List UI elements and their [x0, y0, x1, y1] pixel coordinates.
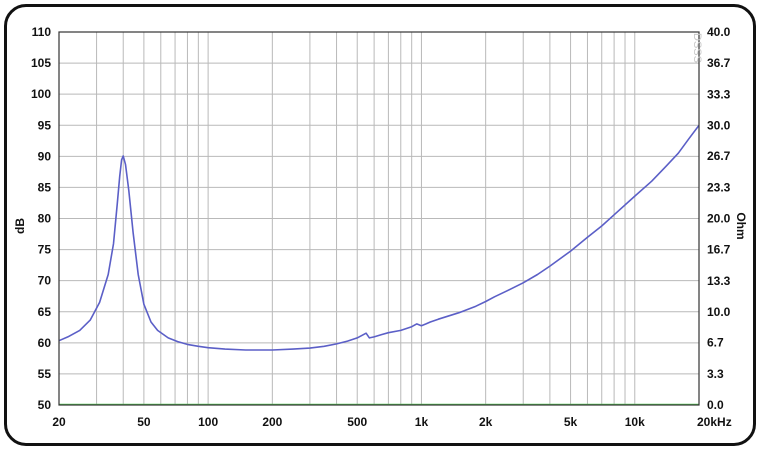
x-tick-label: 1k: [415, 415, 429, 429]
x-tick-label: 10k: [625, 415, 645, 429]
y-left-tick-label: 100: [31, 87, 51, 101]
y-right-tick-label: 16.7: [707, 242, 731, 256]
y-right-tick-label: 30.0: [707, 118, 731, 132]
y-left-tick-label: 85: [38, 180, 52, 194]
grid: [58, 31, 700, 406]
y-right-tick-label: 6.7: [707, 336, 724, 350]
y-left-tick-label: 80: [38, 212, 52, 226]
x-tick-label: 20: [52, 415, 66, 429]
watermark: DSSS: [691, 33, 703, 63]
y-left-tick-label: 55: [38, 367, 52, 381]
y-right-tick-label: 3.3: [707, 367, 724, 381]
y-right-axis-label: Ohm: [734, 212, 748, 239]
x-tick-label: 5k: [564, 415, 578, 429]
y-left-tick-label: 75: [38, 243, 52, 257]
y-right-tick-label: 10.0: [707, 305, 731, 319]
y-left-tick-label: 110: [32, 25, 52, 39]
y-right-tick-label: 20.0: [707, 212, 731, 226]
y-left-tick-label: 70: [38, 274, 52, 288]
x-tick-label: 20kHz: [697, 415, 732, 429]
y-left-tick-label: 95: [38, 118, 52, 132]
y-left-tick-label: 50: [38, 398, 52, 412]
y-left-tick-label: 60: [38, 336, 52, 350]
x-tick-label: 100: [198, 415, 218, 429]
y-right-tick-label: 36.7: [707, 56, 731, 70]
x-tick-label: 50: [137, 415, 151, 429]
y-right-tick-label: 23.3: [707, 181, 731, 195]
x-tick-label: 500: [347, 415, 367, 429]
x-tick-labels: 20 50 100 200 500 1k 2k 5k 10k 20kHz: [52, 415, 731, 429]
series-line-impedance: [58, 124, 700, 351]
y-right-tick-labels: 40.0 36.7 33.3 30.0 26.7 23.3 20.0 16.7 13.3 10.0…: [707, 25, 731, 412]
y-right-tick-label: 40.0: [707, 25, 731, 39]
y-left-tick-label: 65: [38, 305, 52, 319]
x-tick-label: 200: [262, 415, 282, 429]
y-right-tick-label: 13.3: [707, 274, 731, 288]
plot-border: [58, 31, 700, 406]
y-left-tick-labels: 110 105 100 95 90 85 80 75 70 65 60 55 50: [31, 25, 51, 412]
y-right-tick-label: 33.3: [707, 87, 731, 101]
y-left-tick-label: 90: [38, 149, 52, 163]
x-tick-label: 2k: [479, 415, 493, 429]
y-left-axis-label: dB: [13, 218, 27, 234]
y-right-tick-label: 26.7: [707, 149, 731, 163]
y-left-tick-label: 105: [31, 56, 51, 70]
y-right-tick-label: 0.0: [707, 398, 724, 412]
